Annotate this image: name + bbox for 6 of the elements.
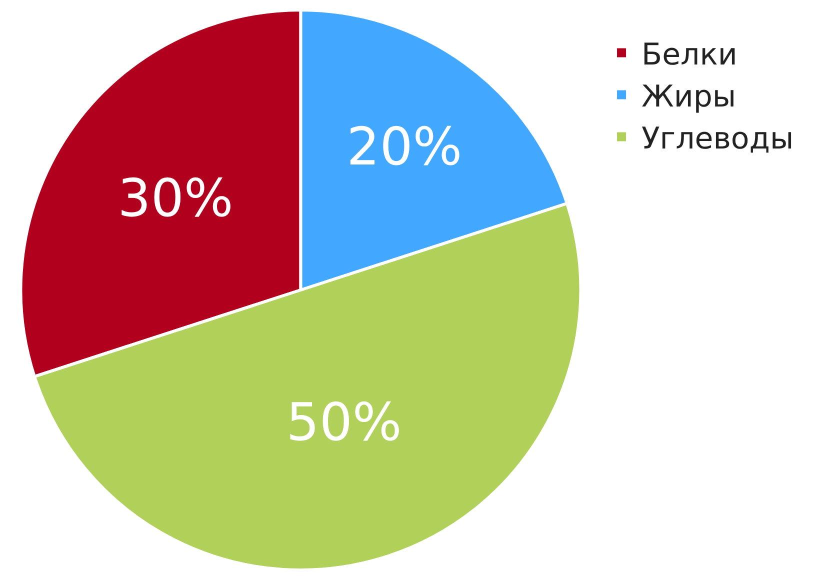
legend-label: Жиры: [642, 80, 736, 114]
legend-label: Белки: [642, 38, 738, 72]
data-label: 30%: [118, 169, 234, 230]
data-label: 20%: [346, 117, 462, 178]
data-label: 50%: [286, 393, 402, 454]
legend-label: Углеводы: [642, 122, 794, 156]
